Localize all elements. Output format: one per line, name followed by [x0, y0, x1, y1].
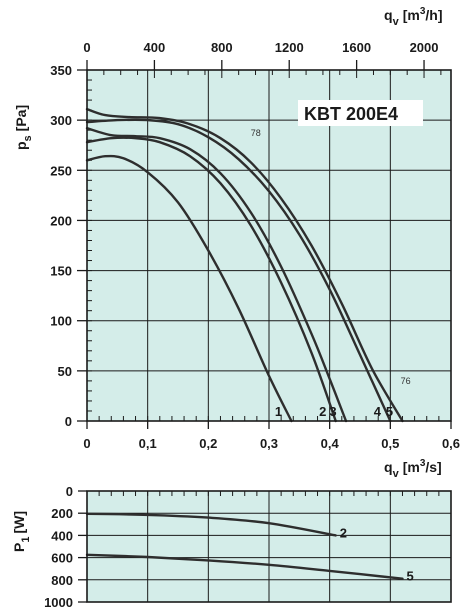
pressure-x-tick-label: 0,5	[381, 436, 399, 451]
pressure-y-tick-label: 50	[58, 364, 72, 379]
pressure-curve-label-4: 4	[374, 404, 382, 419]
pressure-curve-2	[85, 136, 337, 423]
pressure-top-x-tick-label: 2000	[410, 40, 439, 55]
pressure-curve-label-3: 3	[329, 404, 336, 419]
x-axis-title: qv [m3/s]	[384, 458, 442, 480]
power-y-tick-label: 200	[51, 506, 73, 521]
pressure-x-tick-label: 0,2	[199, 436, 217, 451]
pressure-curve-1	[85, 154, 293, 423]
pressure-annotations: 78 76	[251, 128, 411, 386]
pressure-x-tick-label: 0	[83, 436, 90, 451]
pressure-minor-ticks	[86, 69, 452, 422]
power-y-tick-label: 400	[51, 528, 73, 543]
power-y-axis-title-base: P	[11, 543, 27, 552]
power-y-tick-label: 800	[51, 573, 73, 588]
power-y-tick-label: 600	[51, 551, 73, 566]
pressure-y-tick-label: 250	[50, 163, 72, 178]
power-curves	[85, 512, 404, 580]
power-y-axis-title: P1 [W]	[11, 511, 32, 552]
pressure-top-x-tick-label: 800	[211, 40, 233, 55]
power-curve-labels: 25	[340, 525, 414, 583]
pressure-curve-label-1: 1	[275, 404, 282, 419]
top-x-axis-title-base: q	[384, 7, 393, 23]
top-x-axis-title-unit-end: /h]	[425, 7, 442, 23]
pressure-top-x-tick-label: 0	[83, 40, 90, 55]
power-y-tick-label: 0	[66, 484, 73, 499]
pressure-x-tick-label: 0,6	[442, 436, 460, 451]
y-axis-title: ps [Pa]	[13, 105, 34, 150]
power-plot-frame	[86, 490, 452, 603]
pressure-y-tick-label: 150	[50, 264, 72, 279]
y-axis-title-unit: [Pa]	[13, 105, 29, 131]
top-x-axis-title-sub: v	[393, 16, 400, 28]
top-x-axis-title-sup: 3	[420, 6, 426, 17]
y-axis-title-base: p	[13, 141, 29, 150]
power-y-tick-label: 1000	[44, 595, 73, 610]
x-axis-title-sub: v	[393, 468, 400, 480]
pressure-y-tick-labels: 0 50 100 150 200 250 300 350	[50, 63, 87, 429]
power-y-axis-title-unit: [W]	[11, 511, 27, 534]
y-axis-title-sub: s	[22, 135, 34, 141]
pressure-curve-label-2: 2	[319, 404, 326, 419]
pressure-x-tick-label: 0,4	[321, 436, 340, 451]
pressure-x-tick-labels: 0 0,1 0,2 0,3 0,4 0,5 0,6	[83, 421, 460, 451]
power-curve-label-2: 2	[340, 525, 347, 540]
pressure-top-x-tick-label: 1600	[342, 40, 371, 55]
power-curve-5	[85, 553, 404, 580]
x-axis-title-sup: 3	[420, 458, 426, 469]
chart-title: KBT 200E4	[304, 104, 398, 124]
x-axis-title-unit-end: /s]	[425, 459, 441, 475]
top-x-axis-title: qv [m3/h]	[384, 6, 442, 28]
top-x-axis-title-unit: [m	[403, 7, 420, 23]
pressure-y-tick-label: 200	[50, 213, 72, 228]
power-curve-label-5: 5	[406, 569, 413, 584]
pressure-curve-label-5: 5	[386, 404, 393, 419]
pressure-top-x-tick-labels: 0 400 800 1200 1600 2000	[83, 40, 438, 70]
pressure-curve-3	[85, 126, 348, 423]
pressure-y-tick-label: 300	[50, 113, 72, 128]
pressure-curve-5	[85, 107, 404, 423]
pressure-y-tick-label: 0	[65, 414, 72, 429]
power-y-tick-labels: 0 200 400 600 800 1000	[44, 484, 87, 610]
pressure-y-tick-label: 350	[50, 63, 72, 78]
pressure-curves	[85, 107, 404, 423]
pressure-top-x-tick-label: 1200	[275, 40, 304, 55]
model-label-background	[298, 100, 423, 126]
pressure-curve-4	[85, 118, 392, 423]
x-axis-title-unit: [m	[403, 459, 420, 475]
pressure-x-tick-label: 0,3	[260, 436, 278, 451]
x-axis-title-base: q	[384, 459, 393, 475]
pressure-top-x-tick-label: 400	[144, 40, 166, 55]
power-y-axis-title-sub: 1	[20, 537, 32, 543]
pressure-annotation: 78	[251, 128, 261, 138]
pressure-y-tick-label: 100	[50, 314, 72, 329]
pressure-annotation: 76	[401, 376, 411, 386]
pressure-x-tick-label: 0,1	[139, 436, 157, 451]
power-curve-2	[85, 512, 337, 537]
